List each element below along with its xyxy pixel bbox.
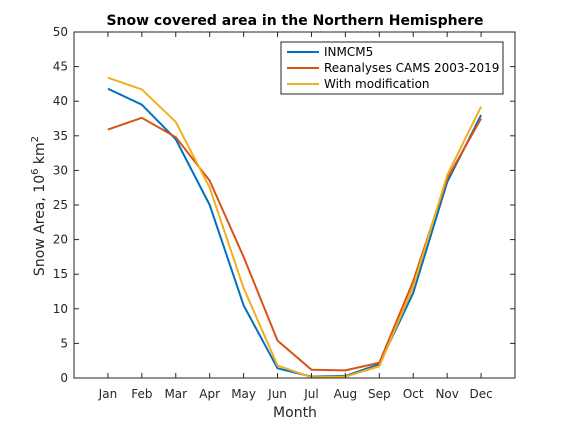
x-tick-label: Mar	[164, 387, 187, 401]
y-axis-label-sup2: 2	[30, 136, 41, 142]
y-axis-label-sup: 6	[30, 169, 41, 175]
x-axis-label: Month	[273, 405, 317, 421]
x-tick-label: Sep	[368, 387, 391, 401]
x-tick-label: May	[231, 387, 256, 401]
y-tick-label: 5	[60, 336, 68, 350]
y-axis-label-main: Snow Area, 10	[32, 175, 48, 276]
legend-label: INMCM5	[324, 45, 373, 59]
legend-label: With modification	[324, 77, 430, 91]
x-tick-label: Aug	[334, 387, 357, 401]
x-tick-label: Feb	[131, 387, 152, 401]
y-tick-label: 50	[53, 25, 68, 39]
legend: INMCM5 Reanalyses CAMS 2003-2019 With modi…	[280, 41, 504, 95]
y-tick-label: 45	[53, 60, 68, 74]
y-tick-label: 0	[60, 371, 68, 385]
series-line-3	[107, 76, 482, 379]
y-axis-label: Snow Area, 106 km2	[30, 136, 48, 276]
series-group	[107, 76, 482, 379]
chart-title: Snow covered area in the Northern Hemisp…	[106, 13, 483, 29]
x-tick-label: Oct	[403, 387, 424, 401]
y-tick-label: 20	[53, 233, 68, 247]
x-ticks: Jan Feb Mar Apr May Jun Jul Aug Sep Oct Nov Dec	[98, 32, 493, 401]
legend-label: Reanalyses CAMS 2003-2019	[324, 61, 499, 75]
y-tick-label: 25	[53, 198, 68, 212]
y-tick-label: 35	[53, 129, 68, 143]
y-tick-label: 30	[53, 163, 68, 177]
y-tick-label: 40	[53, 94, 68, 108]
x-tick-label: Nov	[435, 387, 458, 401]
y-ticks: 0 5 10 15 20 25 30 35 40 45 50	[53, 25, 515, 385]
x-tick-label: Jun	[267, 387, 287, 401]
y-tick-label: 15	[53, 267, 68, 281]
x-tick-label: Dec	[469, 387, 492, 401]
x-tick-label: Jul	[303, 387, 318, 401]
x-tick-label: Jan	[98, 387, 118, 401]
y-axis-label-unit: km	[32, 142, 48, 168]
y-tick-label: 10	[53, 302, 68, 316]
series-line-2	[107, 116, 482, 372]
x-tick-label: Apr	[199, 387, 220, 401]
